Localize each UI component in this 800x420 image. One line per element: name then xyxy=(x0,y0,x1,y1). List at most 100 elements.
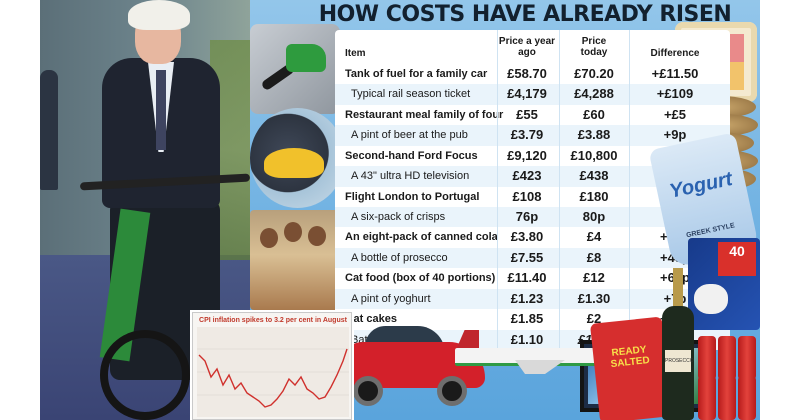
photo-man-on-bike xyxy=(40,0,250,420)
row-price-ago: £7.55 xyxy=(510,249,544,265)
row-price-today: 80p xyxy=(582,209,606,224)
row-price-ago: £4,179 xyxy=(507,86,547,102)
plane-wing xyxy=(515,360,565,374)
airplane-image xyxy=(445,330,610,380)
header-price-today: Price today xyxy=(580,36,608,58)
table-row: A bottle of prosecco£7.55£8+45p xyxy=(335,247,730,269)
row-item-name: Typical rail season ticket xyxy=(351,88,471,101)
row-price-today: £180 xyxy=(579,188,609,204)
column-divider xyxy=(629,30,630,350)
train-image xyxy=(250,108,345,208)
row-price-today: £438 xyxy=(579,168,609,184)
family-person xyxy=(284,222,302,242)
bottle-neck xyxy=(673,268,683,308)
row-price-ago: £3.80 xyxy=(510,229,544,245)
row-price-today: £1.30 xyxy=(577,290,611,306)
headline: HOW COSTS HAVE ALREADY RISEN xyxy=(318,2,732,27)
row-item-name: An eight-pack of canned cola xyxy=(345,231,498,244)
header-item: Item xyxy=(345,48,366,59)
photo-background-person xyxy=(40,70,58,190)
cola-can xyxy=(738,376,756,420)
row-price-ago: £108 xyxy=(512,188,542,204)
row-item-name: Cat food (box of 40 portions) xyxy=(345,272,496,285)
row-item-name: A pint of beer at the pub xyxy=(351,129,468,142)
photo-man-hair xyxy=(128,0,190,30)
row-price-today: £3.88 xyxy=(577,127,611,143)
row-price-ago: £9,120 xyxy=(507,147,547,163)
ford-focus-image xyxy=(335,318,485,408)
row-difference: +£109 xyxy=(656,86,694,102)
cpi-chart-plot xyxy=(197,327,349,417)
family-person xyxy=(260,228,278,248)
row-item-name: A 43" ultra HD television xyxy=(351,170,470,183)
row-item-name: Flight London to Portugal xyxy=(345,190,480,203)
row-item-name: A bottle of prosecco xyxy=(351,251,448,264)
table-row: Tank of fuel for a family car £58.70 £70.2… xyxy=(335,64,730,84)
cat-food-count: 40 xyxy=(718,242,756,276)
fuel-nozzle xyxy=(286,44,326,72)
prosecco-bottle-image: PROSECCO xyxy=(662,268,694,420)
cola-can xyxy=(738,336,756,380)
family-person xyxy=(308,226,326,246)
row-item-name: A six-pack of crisps xyxy=(351,211,446,223)
cpi-chart-inset: CPI inflation spikes to 3.2 per cent in … xyxy=(192,312,352,420)
table-row: A pint of beer at the pub £3.79 £3.88 +9p xyxy=(335,125,730,146)
cola-can xyxy=(718,336,736,380)
row-price-today: £8 xyxy=(586,249,602,265)
fuel-pump-image xyxy=(250,24,340,114)
row-price-today: £4 xyxy=(586,229,602,245)
header-difference: Difference xyxy=(650,48,700,59)
row-price-today: £4,288 xyxy=(574,86,614,102)
row-price-ago: £1.85 xyxy=(510,311,544,327)
row-price-today: £10,800 xyxy=(570,147,618,163)
header-price-ago: Price a year ago xyxy=(498,36,556,58)
column-divider xyxy=(559,30,560,350)
car-wheel xyxy=(437,376,467,406)
row-price-ago: £11.40 xyxy=(507,270,547,286)
cat-face xyxy=(694,284,728,314)
row-price-ago: £1.10 xyxy=(510,331,544,347)
table-row: A pint of yoghurt£1.23£1.30+7p xyxy=(335,288,730,310)
photo-bike-wheel xyxy=(100,330,190,420)
table-row: Cat food (box of 40 portions)£11.40£12+6… xyxy=(335,268,730,288)
cpi-chart-title: CPI inflation spikes to 3.2 per cent in … xyxy=(199,317,347,324)
prosecco-label: PROSECCO xyxy=(665,350,694,372)
row-price-today: £60 xyxy=(583,106,605,122)
row-item-name: A pint of yoghurt xyxy=(351,292,431,305)
photo-man-tie xyxy=(156,70,166,150)
table-row: Restaurant meal family of four £55 £60 +£5 xyxy=(335,105,730,125)
cost-infographic: HOW COSTS HAVE ALREADY RISEN xyxy=(250,0,760,420)
cpi-inflation-line xyxy=(198,348,348,408)
train-nose xyxy=(264,148,324,178)
row-item-name: Restaurant meal family of four xyxy=(345,108,504,121)
cola-can xyxy=(698,336,716,380)
row-price-today: £12 xyxy=(583,270,605,286)
table-row: Flight London to Portugal£108£180+£72 xyxy=(335,187,730,207)
row-price-ago: 76p xyxy=(515,209,539,224)
row-price-ago: £55 xyxy=(516,106,538,122)
crisps-bag-image: READY SALTED xyxy=(589,316,673,420)
column-divider xyxy=(497,30,498,350)
row-difference: +£5 xyxy=(663,106,687,122)
table-row: Typical rail season ticket £4,179 £4,288 +£… xyxy=(335,84,730,105)
family-meal-image xyxy=(250,210,340,310)
row-price-today: £70.20 xyxy=(574,66,614,81)
row-difference: +9p xyxy=(663,127,687,143)
row-item-name: Tank of fuel for a family car xyxy=(345,68,488,80)
row-price-ago: £58.70 xyxy=(507,66,547,81)
cola-cans-image xyxy=(698,336,760,420)
cat-food-box-image: 40 xyxy=(688,238,760,330)
row-item-name: Second-hand Ford Focus xyxy=(345,149,478,162)
row-price-ago: £423 xyxy=(512,168,542,184)
car-wheel xyxy=(353,376,383,406)
row-price-ago: £1.23 xyxy=(510,290,544,306)
table-header: Item Price a year ago Price today Differ… xyxy=(335,30,730,64)
row-difference: +£11.50 xyxy=(651,66,699,81)
row-price-ago: £3.79 xyxy=(510,127,544,143)
row-item-name: Oat cakes xyxy=(345,313,397,326)
crisps-label: READY SALTED xyxy=(610,344,651,371)
yogurt-label: Yogurt xyxy=(667,167,735,203)
cola-can xyxy=(698,376,716,420)
right-margin xyxy=(760,0,800,420)
